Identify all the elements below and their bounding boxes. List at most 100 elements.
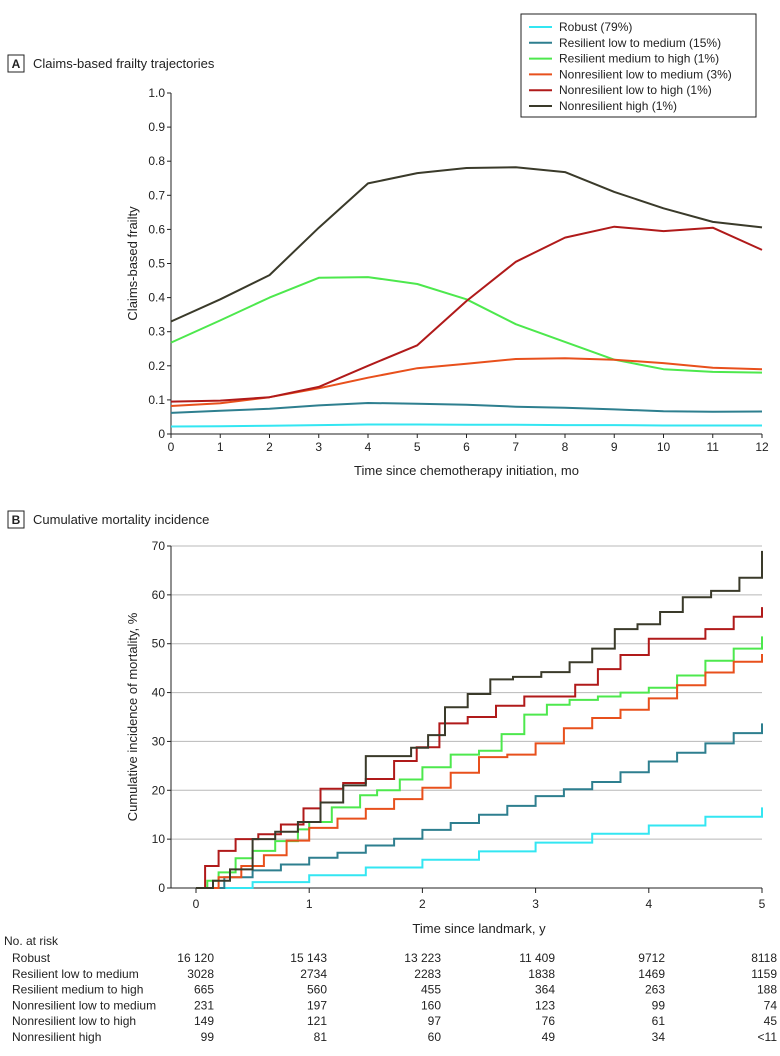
risk-cell: 60 (428, 1030, 442, 1044)
x-tick-label: 1 (306, 897, 313, 911)
x-tick-label: 9 (611, 440, 618, 454)
risk-row-label: Nonresilient low to medium (12, 998, 156, 1012)
x-tick-label: 5 (759, 897, 766, 911)
risk-cell: 1469 (638, 967, 665, 981)
risk-cell: 560 (307, 983, 327, 997)
km-curve-2 (196, 636, 763, 889)
y-tick-label: 0.2 (148, 359, 165, 373)
series-line-1 (170, 402, 763, 414)
x-tick-label: 10 (657, 440, 671, 454)
y-tick-label: 0.9 (148, 120, 165, 134)
x-tick-label: 2 (419, 897, 426, 911)
risk-cell: 99 (652, 998, 666, 1012)
risk-cell: 149 (194, 1014, 214, 1028)
panel-b-letter-box (7, 510, 25, 529)
risk-cell: 16 120 (177, 951, 214, 965)
risk-row-label: Nonresilient high (12, 1030, 101, 1044)
risk-cell: 61 (652, 1014, 666, 1028)
risk-row-label: Resilient medium to high (12, 983, 143, 997)
km-curve-3 (196, 654, 763, 889)
legend-entry: Resilient low to medium (15%) (559, 36, 721, 50)
y-tick-label: 0.6 (148, 222, 165, 236)
risk-cell: 188 (757, 983, 777, 997)
series-line-5 (170, 166, 763, 323)
risk-cell: 13 223 (404, 951, 441, 965)
panel-a-letter-box (7, 54, 25, 73)
panel-b-header: B Cumulative mortality incidence (7, 510, 209, 529)
risk-cell: 45 (764, 1014, 778, 1028)
risk-cell: 9712 (638, 951, 665, 965)
legend-entry: Nonresilient low to medium (3%) (559, 67, 732, 81)
x-axis-label: Time since chemotherapy initiation, mo (354, 463, 579, 478)
risk-cell: 123 (535, 998, 555, 1012)
y-tick-label: 0 (158, 881, 165, 895)
x-tick-label: 0 (193, 897, 200, 911)
x-tick-label: 7 (512, 440, 519, 454)
risk-cell: 160 (421, 998, 441, 1012)
risk-cell: 197 (307, 998, 327, 1012)
y-tick-label: 10 (152, 832, 166, 846)
risk-cell: 34 (652, 1030, 666, 1044)
panel-a-letter: A (12, 57, 21, 71)
x-axis-label: Time since landmark, y (412, 921, 546, 936)
y-tick-label: 0.5 (148, 257, 165, 271)
legend-entry: Nonresilient low to high (1%) (559, 83, 712, 97)
series-line-0 (170, 423, 762, 428)
risk-row-label: Nonresilient low to high (12, 1014, 136, 1028)
panel-b-plot: 0 10 20 30 40 50 60 70 0 1 2 3 4 5 Time since landmark… (125, 539, 766, 936)
km-curve-4 (196, 607, 763, 889)
x-tick-label: 3 (532, 897, 539, 911)
y-tick-label: 60 (152, 588, 166, 602)
y-tick-label: 0.7 (148, 188, 165, 202)
risk-cell: 455 (421, 983, 441, 997)
y-tick-label: 20 (152, 783, 166, 797)
risk-cell: 2283 (414, 967, 441, 981)
risk-row-label: Resilient low to medium (12, 967, 139, 981)
panel-b-letter: B (12, 513, 21, 527)
km-curve-5 (196, 550, 763, 889)
risk-table-title: No. at risk (4, 934, 59, 948)
km-curve-1 (196, 723, 763, 889)
y-tick-label: 0.4 (148, 291, 165, 305)
y-tick-label: 30 (152, 734, 166, 748)
panel-a-title: Claims-based frailty trajectories (33, 56, 215, 71)
x-tick-label: 11 (707, 440, 720, 454)
risk-cell: 74 (764, 998, 778, 1012)
risk-cell: 121 (307, 1014, 327, 1028)
risk-cell: 2734 (300, 967, 327, 981)
risk-cell: 97 (428, 1014, 442, 1028)
y-tick-label: 0.8 (148, 154, 165, 168)
panel-a-header: A Claims-based frailty trajectories (7, 54, 215, 73)
risk-table: No. at risk Robust 16 120 15 143 13 223 11 40… (4, 934, 777, 1044)
risk-cell: 3028 (187, 967, 214, 981)
x-tick-label: 4 (645, 897, 652, 911)
risk-row-label: Robust (12, 951, 51, 965)
y-axis-label: Cumulative incidence of mortality, % (125, 612, 140, 821)
risk-cell: 15 143 (290, 951, 327, 965)
x-tick-label: 6 (463, 440, 470, 454)
series-line-4 (170, 225, 763, 403)
y-tick-label: 0 (158, 427, 165, 441)
y-axis-label: Claims-based frailty (125, 206, 140, 321)
x-tick-label: 5 (414, 440, 421, 454)
risk-cell: 99 (201, 1030, 215, 1044)
risk-cell: 1838 (528, 967, 555, 981)
risk-cell: 49 (542, 1030, 556, 1044)
y-tick-label: 0.1 (148, 393, 165, 407)
risk-cell: 8118 (751, 951, 777, 965)
series-line-2 (170, 276, 763, 374)
panel-a-legend: Robust (79%) Resilient low to medium (15%… (520, 13, 757, 118)
legend-entry: Resilient medium to high (1%) (559, 52, 719, 66)
legend-box (520, 13, 757, 118)
risk-cell: 665 (194, 983, 214, 997)
risk-cell: 76 (542, 1014, 556, 1028)
x-tick-label: 12 (755, 440, 769, 454)
panel-b-title: Cumulative mortality incidence (33, 512, 209, 527)
y-tick-label: 1.0 (148, 86, 165, 100)
risk-cell: <11 (758, 1030, 778, 1044)
risk-cell: 11 409 (519, 951, 555, 965)
risk-cell: 231 (194, 998, 214, 1012)
x-tick-label: 8 (562, 440, 569, 454)
risk-cell: 81 (314, 1030, 328, 1044)
